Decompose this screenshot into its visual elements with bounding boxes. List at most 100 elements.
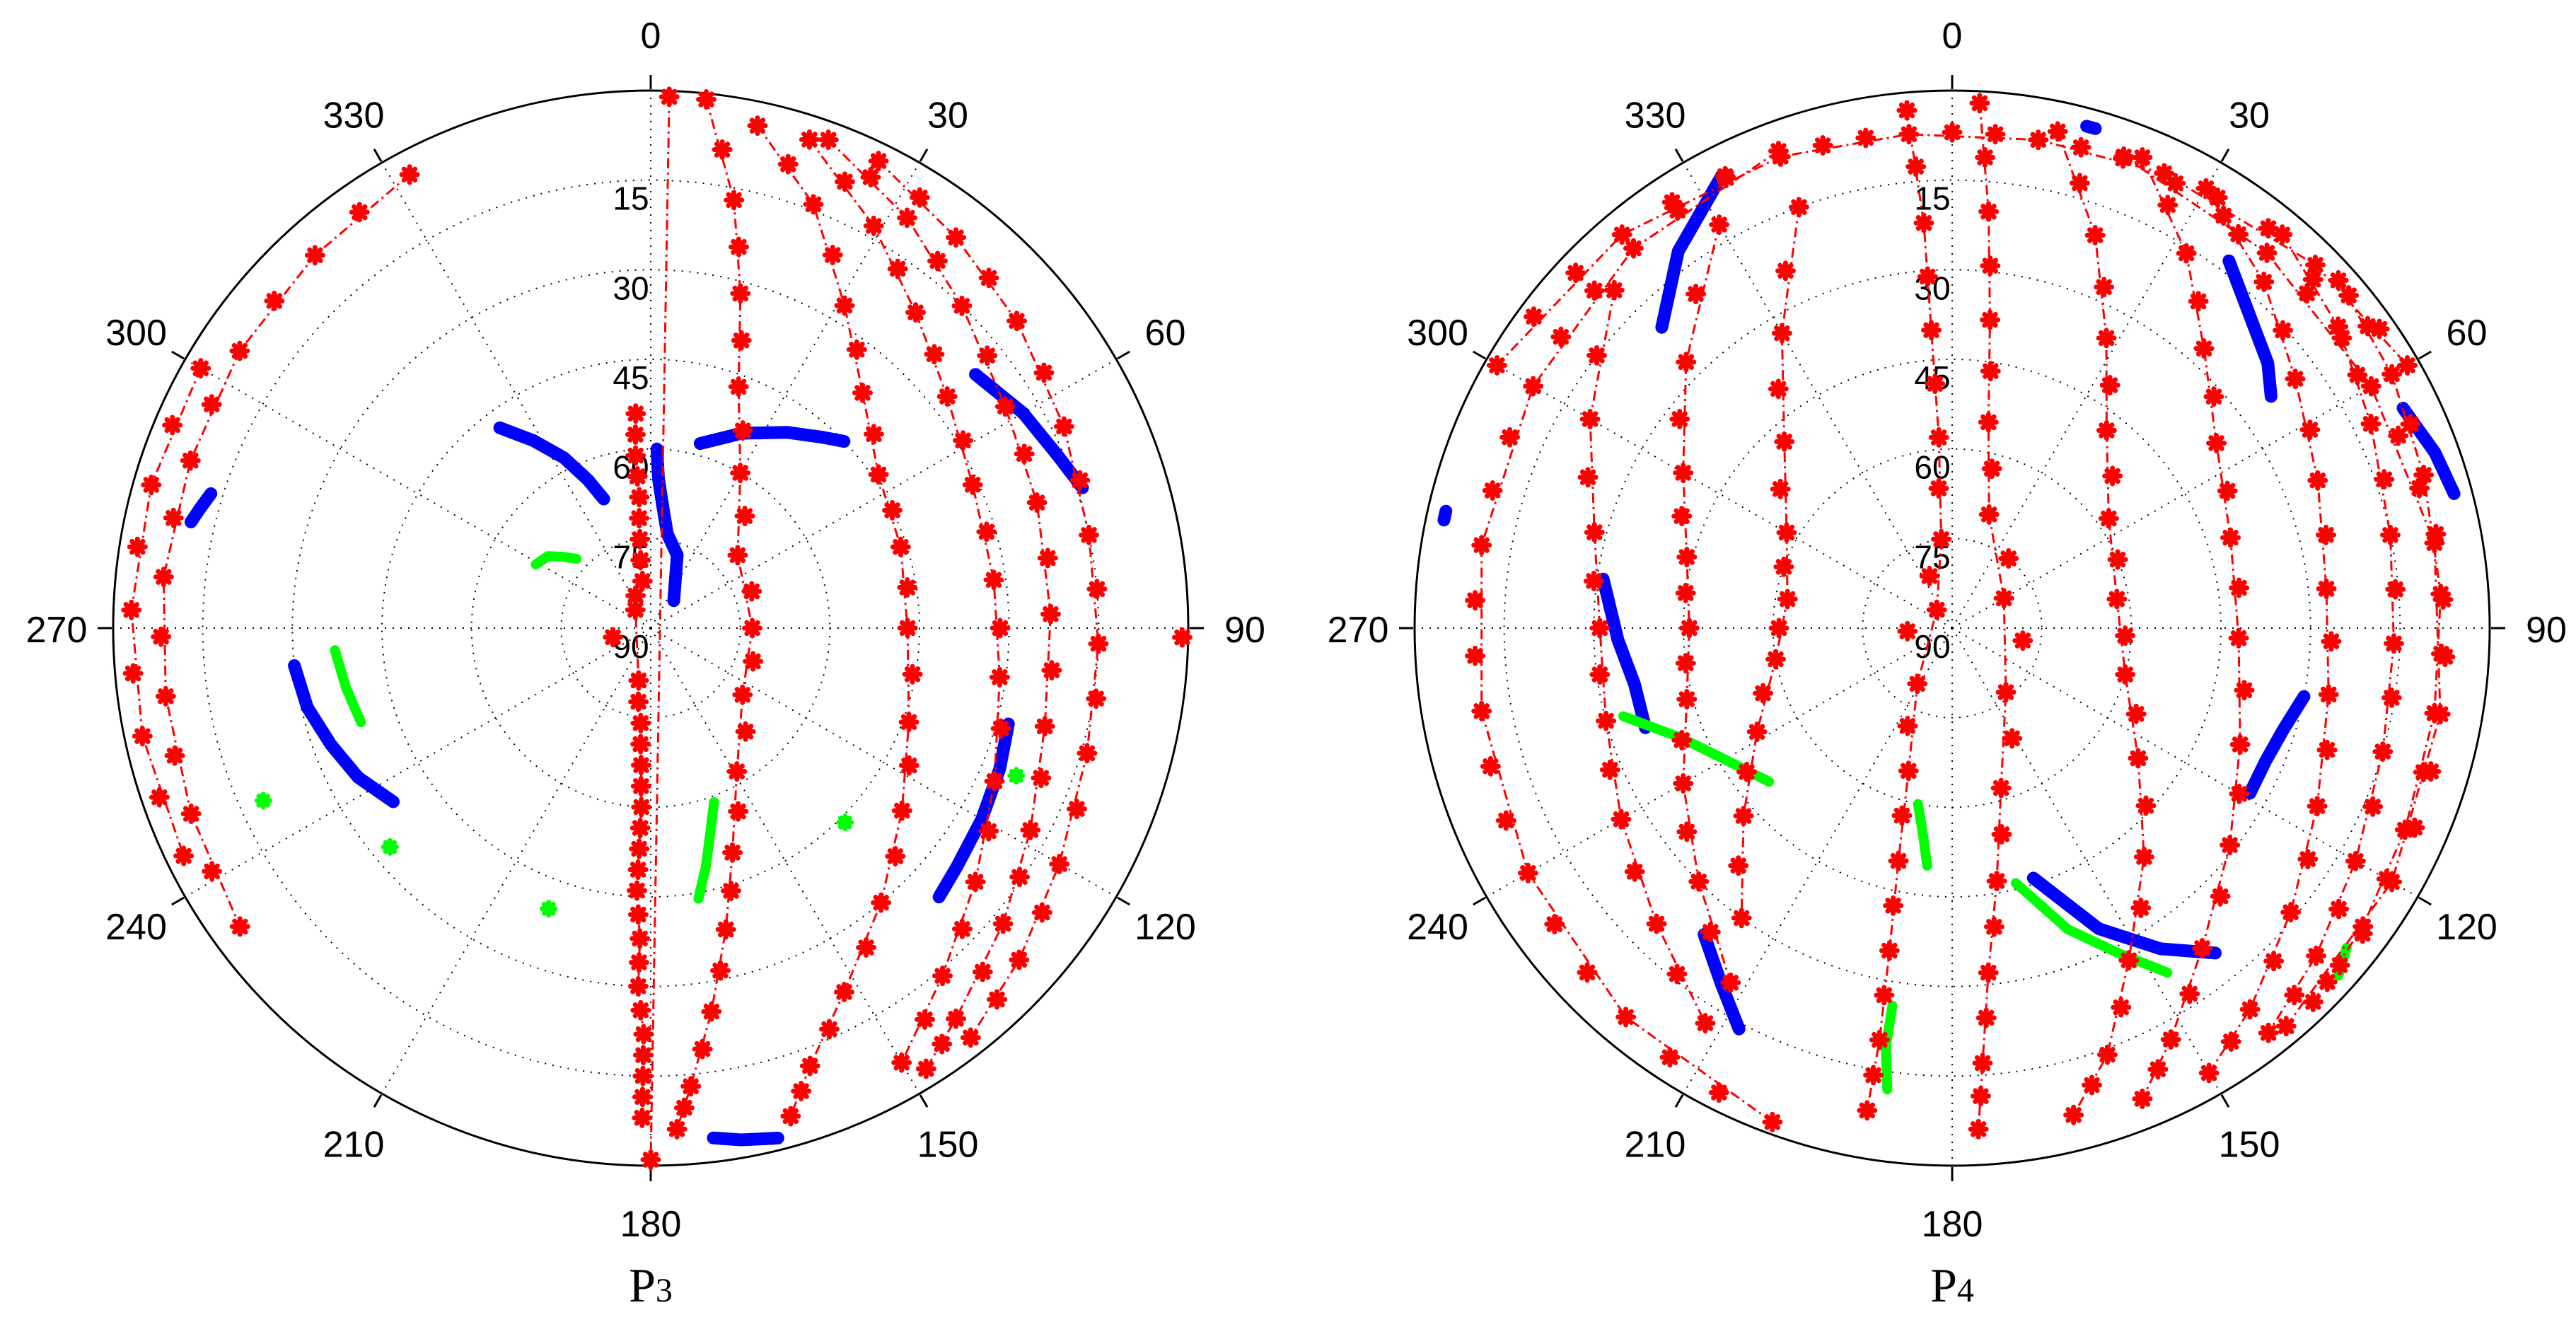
track-line: [1913, 799, 1932, 871]
curve-marker: [1041, 660, 1062, 681]
curve-marker: [155, 685, 176, 707]
series-blue-track-6: [2244, 690, 2311, 800]
curve-marker: [1728, 855, 1749, 876]
curve-marker: [1926, 599, 1947, 620]
series-blue-track-5: [1596, 572, 1652, 734]
curve-marker: [896, 207, 917, 228]
curve-marker: [2207, 187, 2228, 208]
curve-line: [1480, 150, 1780, 1123]
curve-marker: [632, 570, 653, 591]
curve-marker: [2229, 734, 2251, 755]
curve-marker: [2220, 1031, 2241, 1053]
radius-label-15: 15: [613, 180, 649, 217]
curve-marker: [2409, 477, 2430, 499]
curve-marker: [2147, 1059, 2169, 1080]
caption-p4-subscript: 4: [1957, 1272, 1974, 1309]
series-red-curve-20: [1857, 100, 1952, 1121]
angle-label-0: 0: [641, 16, 661, 57]
curve-marker: [1026, 492, 1048, 514]
curve-marker: [2400, 413, 2421, 434]
curve-marker: [871, 892, 892, 913]
curve-marker: [818, 129, 839, 151]
curve-marker: [1928, 427, 1949, 448]
angle-label-60: 60: [2447, 313, 2488, 354]
curve-marker: [978, 821, 999, 842]
curve-marker: [818, 1019, 840, 1040]
radius-label-90: 90: [1914, 628, 1950, 665]
curve-marker: [902, 663, 923, 685]
angle-label-210: 210: [323, 1124, 385, 1165]
curve-marker: [2115, 625, 2136, 646]
curve-marker: [1775, 260, 1796, 282]
curve-marker: [1053, 416, 1074, 437]
series-red-curve-19: [1728, 197, 1809, 929]
curve-marker: [2394, 819, 2415, 840]
curve-marker: [1931, 528, 1952, 550]
series-red-curve-22: [2047, 121, 2157, 1125]
curve-marker: [1686, 284, 1707, 305]
curve-marker: [633, 1024, 654, 1045]
curve-marker: [304, 245, 325, 266]
series-blue-track-6: [932, 717, 1015, 904]
curve-marker: [2107, 549, 2128, 570]
angle-label-90: 90: [1224, 610, 1265, 651]
angle-label-150: 150: [2219, 1124, 2280, 1165]
curve-marker: [2228, 224, 2249, 245]
series-green-track-10: [693, 797, 719, 904]
curve-marker: [735, 721, 756, 742]
grid-spoke-300: [185, 359, 651, 629]
track-line: [707, 1131, 784, 1147]
curve-marker: [680, 1076, 702, 1097]
curve-marker: [1975, 147, 1996, 168]
curve-marker: [987, 989, 1008, 1010]
curve-line: [1977, 103, 2007, 1130]
curve-marker: [2347, 364, 2368, 385]
curve-marker: [1768, 378, 1789, 400]
curve-marker: [747, 115, 768, 137]
curve-marker: [1033, 362, 1055, 383]
curve-marker: [2234, 680, 2255, 701]
curve-marker: [1768, 617, 1789, 639]
curve-marker: [1583, 570, 1604, 591]
curve-marker: [1917, 266, 1938, 287]
curve-marker: [2372, 741, 2394, 763]
curve-marker: [992, 913, 1014, 934]
curve-marker: [629, 838, 650, 859]
curve-marker: [2132, 1089, 2153, 1110]
curve-marker: [2118, 950, 2140, 971]
curve-line: [878, 160, 1100, 1038]
curve-marker: [149, 787, 170, 808]
grid-spoke-210: [381, 627, 651, 1094]
curve-marker: [628, 670, 649, 691]
track-line: [530, 551, 581, 569]
track-line: [185, 487, 218, 528]
curve-marker: [2413, 762, 2434, 783]
grid-spoke-210: [1683, 627, 1953, 1094]
curve-marker: [229, 340, 250, 361]
curve-marker: [990, 617, 1011, 639]
series-red-curve-19: [151, 164, 420, 937]
curve-marker: [2084, 225, 2106, 246]
curve-marker: [741, 581, 762, 602]
angle-tick-30: [2220, 149, 2230, 162]
series-red-curve-25: [2258, 224, 2406, 1043]
curve-marker: [1990, 777, 2012, 799]
data-point: [1007, 767, 1026, 785]
curve-marker: [1715, 168, 1736, 189]
curve-marker: [1471, 535, 1492, 556]
curve-marker: [2306, 945, 2327, 966]
curve-marker: [630, 755, 651, 776]
angle-tick-210: [1674, 1094, 1684, 1108]
curve-marker: [1981, 458, 2002, 480]
curve-marker: [2176, 243, 2197, 264]
series-green-track-9: [330, 645, 366, 728]
curve-marker: [1086, 579, 1108, 600]
curve-marker: [1544, 914, 1565, 935]
curve-marker: [2220, 835, 2241, 856]
series-green-track-13: [1881, 1000, 1898, 1095]
curve-marker: [2329, 954, 2350, 975]
track-line: [932, 717, 1015, 904]
curve-marker: [1077, 743, 1098, 764]
series-red-curve-20: [121, 358, 211, 866]
curve-marker: [1991, 823, 2012, 845]
